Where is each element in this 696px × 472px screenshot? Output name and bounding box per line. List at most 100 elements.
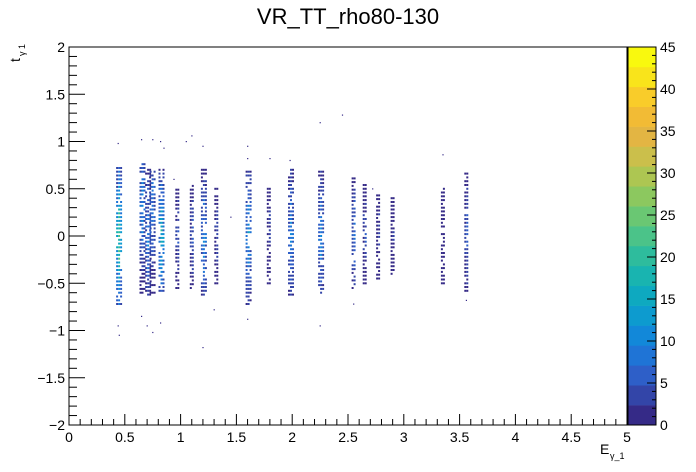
heatmap-cell <box>390 261 393 264</box>
heatmap-cell <box>120 174 123 177</box>
heatmap-cell <box>266 248 269 251</box>
heatmap-cell <box>151 201 154 203</box>
heatmap-cell <box>200 293 203 296</box>
heatmap-cell <box>116 235 119 237</box>
heatmap-cell <box>378 228 381 231</box>
heatmap-cell <box>120 219 123 222</box>
heatmap-cell <box>288 259 290 262</box>
heatmap-cell <box>362 282 365 285</box>
heatmap-cell <box>466 274 469 277</box>
heatmap-cell <box>351 271 354 274</box>
heatmap-cell <box>318 201 321 203</box>
heatmap-cell <box>362 259 365 262</box>
heatmap-cell <box>160 255 163 258</box>
heatmap-cell <box>147 255 150 258</box>
heatmap-cell <box>364 282 367 285</box>
heatmap-cell <box>118 276 121 279</box>
heatmap-cell <box>149 231 152 234</box>
color-scale-band <box>628 305 656 326</box>
heatmap-cell <box>392 235 395 237</box>
heatmap-cell <box>247 295 250 298</box>
heatmap-cell <box>320 170 323 173</box>
heatmap-cell <box>202 289 205 292</box>
heatmap-cell <box>353 211 356 214</box>
heatmap-cell <box>440 202 443 205</box>
heatmap-cell <box>353 260 356 263</box>
heatmap-cell <box>216 252 219 254</box>
heatmap-cell <box>143 219 146 222</box>
heatmap-cell <box>290 172 292 175</box>
heatmap-cell <box>202 244 205 247</box>
heatmap-cell <box>376 277 379 280</box>
heatmap-cell <box>466 199 469 202</box>
heatmap-cell <box>362 278 365 281</box>
heatmap-cell <box>149 282 152 285</box>
heatmap-cell <box>440 225 443 228</box>
heatmap-cell <box>245 223 248 226</box>
heatmap-cell <box>268 244 271 247</box>
heatmap-cell <box>288 263 290 266</box>
heatmap-cell <box>288 229 290 232</box>
heatmap-cell <box>442 154 444 156</box>
y-tick-label: −1.5 <box>37 370 65 386</box>
heatmap-cell <box>120 212 123 215</box>
heatmap-cell <box>160 214 163 217</box>
heatmap-cell <box>202 274 205 277</box>
heatmap-cell <box>120 284 123 287</box>
heatmap-cell <box>266 206 269 209</box>
heatmap-cell <box>245 295 248 298</box>
heatmap-cell <box>364 278 367 281</box>
heatmap-cell <box>200 187 203 190</box>
heatmap-cell <box>364 210 367 213</box>
heatmap-cell <box>189 253 192 255</box>
heatmap-cell <box>214 240 217 243</box>
heatmap-cell <box>175 253 178 255</box>
heatmap-cell <box>189 222 192 225</box>
heatmap-cell <box>143 163 146 166</box>
heatmap-cell <box>320 269 323 271</box>
heatmap-cell <box>149 185 152 188</box>
heatmap-cell <box>440 214 443 217</box>
heatmap-cell <box>353 249 356 252</box>
heatmap-cell <box>160 259 163 262</box>
heatmap-cell <box>120 167 123 169</box>
heatmap-cell <box>247 253 250 256</box>
heatmap-cell <box>141 182 144 185</box>
heatmap-cell <box>292 270 294 273</box>
heatmap-cell <box>216 199 219 202</box>
x-tick-label: 2 <box>288 429 296 445</box>
heatmap-cell <box>145 244 148 247</box>
heatmap-cell <box>351 181 354 184</box>
heatmap-cell <box>162 187 165 190</box>
heatmap-cell <box>440 206 443 209</box>
heatmap-cell <box>145 218 148 220</box>
heatmap-cell <box>153 204 156 207</box>
heatmap-cell <box>288 176 290 179</box>
heatmap-cell <box>149 233 152 236</box>
heatmap-cell <box>158 206 161 209</box>
y-axis-label-main: t <box>7 58 23 62</box>
heatmap-cell <box>351 230 354 233</box>
heatmap-cell <box>149 199 152 202</box>
heatmap-cell <box>160 244 163 247</box>
heatmap-cell <box>151 261 154 264</box>
heatmap-cell <box>249 276 252 279</box>
heatmap-cell <box>362 267 365 270</box>
heatmap-cell <box>442 199 445 202</box>
heatmap-cell <box>116 201 119 203</box>
heatmap-cell <box>442 187 445 190</box>
heatmap-cell <box>318 197 321 200</box>
heatmap-cell <box>214 236 217 239</box>
heatmap-cell <box>464 263 467 266</box>
heatmap-cell <box>200 289 203 292</box>
heatmap-cell <box>466 214 469 217</box>
heatmap-cell <box>141 227 144 230</box>
heatmap-cell <box>204 218 207 220</box>
heatmap-cell <box>120 208 123 211</box>
heatmap-cell <box>141 242 144 245</box>
heatmap-cell <box>118 287 121 290</box>
heatmap-cell <box>139 253 142 256</box>
heatmap-cell <box>175 287 178 289</box>
heatmap-cell <box>200 229 203 232</box>
heatmap-cell <box>247 170 250 173</box>
